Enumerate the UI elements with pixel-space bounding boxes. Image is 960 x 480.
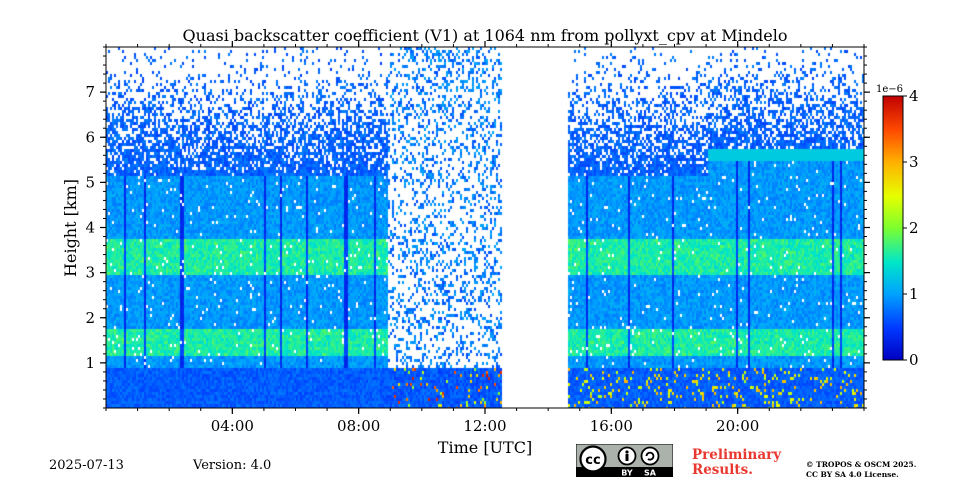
license-line-2: CC BY SA 4.0 License.: [806, 470, 899, 479]
y-tick-label: 7: [85, 83, 95, 101]
cc-by-label: BY: [621, 469, 633, 478]
license-note: © TROPOS & OSCM 2025. CC BY SA 4.0 Licen…: [806, 460, 916, 480]
colorbar-gradient: [882, 95, 904, 361]
y-tick-label: 2: [85, 309, 95, 327]
plot-area: [106, 47, 864, 408]
x-tick-label: 08:00: [337, 417, 380, 435]
colorbar-multiplier: 1e−6: [876, 84, 903, 95]
cc-by-sa-badge: cc BY SA: [576, 444, 673, 477]
x-tick-label: 12:00: [463, 417, 506, 435]
cc-sa-label: SA: [644, 469, 657, 478]
colorbar-tick-label: 3: [909, 153, 919, 171]
svg-text:cc: cc: [585, 453, 600, 468]
date-label: 2025-07-13: [49, 458, 124, 473]
x-tick-label: 20:00: [716, 417, 759, 435]
colorbar: 0 1 2 3 4 1e−6: [876, 84, 919, 369]
preliminary-line-1: Preliminary: [692, 447, 782, 463]
y-axis-label: Height [km]: [61, 179, 80, 277]
y-tick-label: 5: [85, 173, 95, 191]
sa-icon: [640, 446, 660, 466]
colorbar-tick-label: 4: [909, 87, 919, 105]
cc-icon: [579, 445, 607, 473]
y-tick-label: 3: [85, 264, 95, 282]
x-tick-label: 04:00: [211, 417, 254, 435]
preliminary-results-note: Preliminary Results.: [692, 448, 781, 478]
x-tick-label: 16:00: [590, 417, 633, 435]
y-tick-label: 6: [85, 128, 95, 146]
colorbar-tick-label: 1: [909, 285, 919, 303]
chart-title: Quasi backscatter coefficient (V1) at 10…: [183, 26, 788, 45]
y-tick-label: 1: [85, 354, 95, 372]
preliminary-line-2: Results.: [692, 462, 753, 478]
version-label: Version: 4.0: [193, 458, 272, 473]
x-axis-label: Time [UTC]: [438, 438, 532, 457]
heatmap-raster: [106, 47, 864, 408]
license-line-1: © TROPOS & OSCM 2025.: [806, 460, 917, 469]
axes: 04:00 08:00 12:00 16:00 20:00 1 2 3 4 5 6 7: [85, 41, 870, 435]
colorbar-tick-label: 2: [909, 219, 919, 237]
colorbar-tick-label: 0: [909, 351, 919, 369]
y-tick-label: 4: [85, 219, 95, 237]
